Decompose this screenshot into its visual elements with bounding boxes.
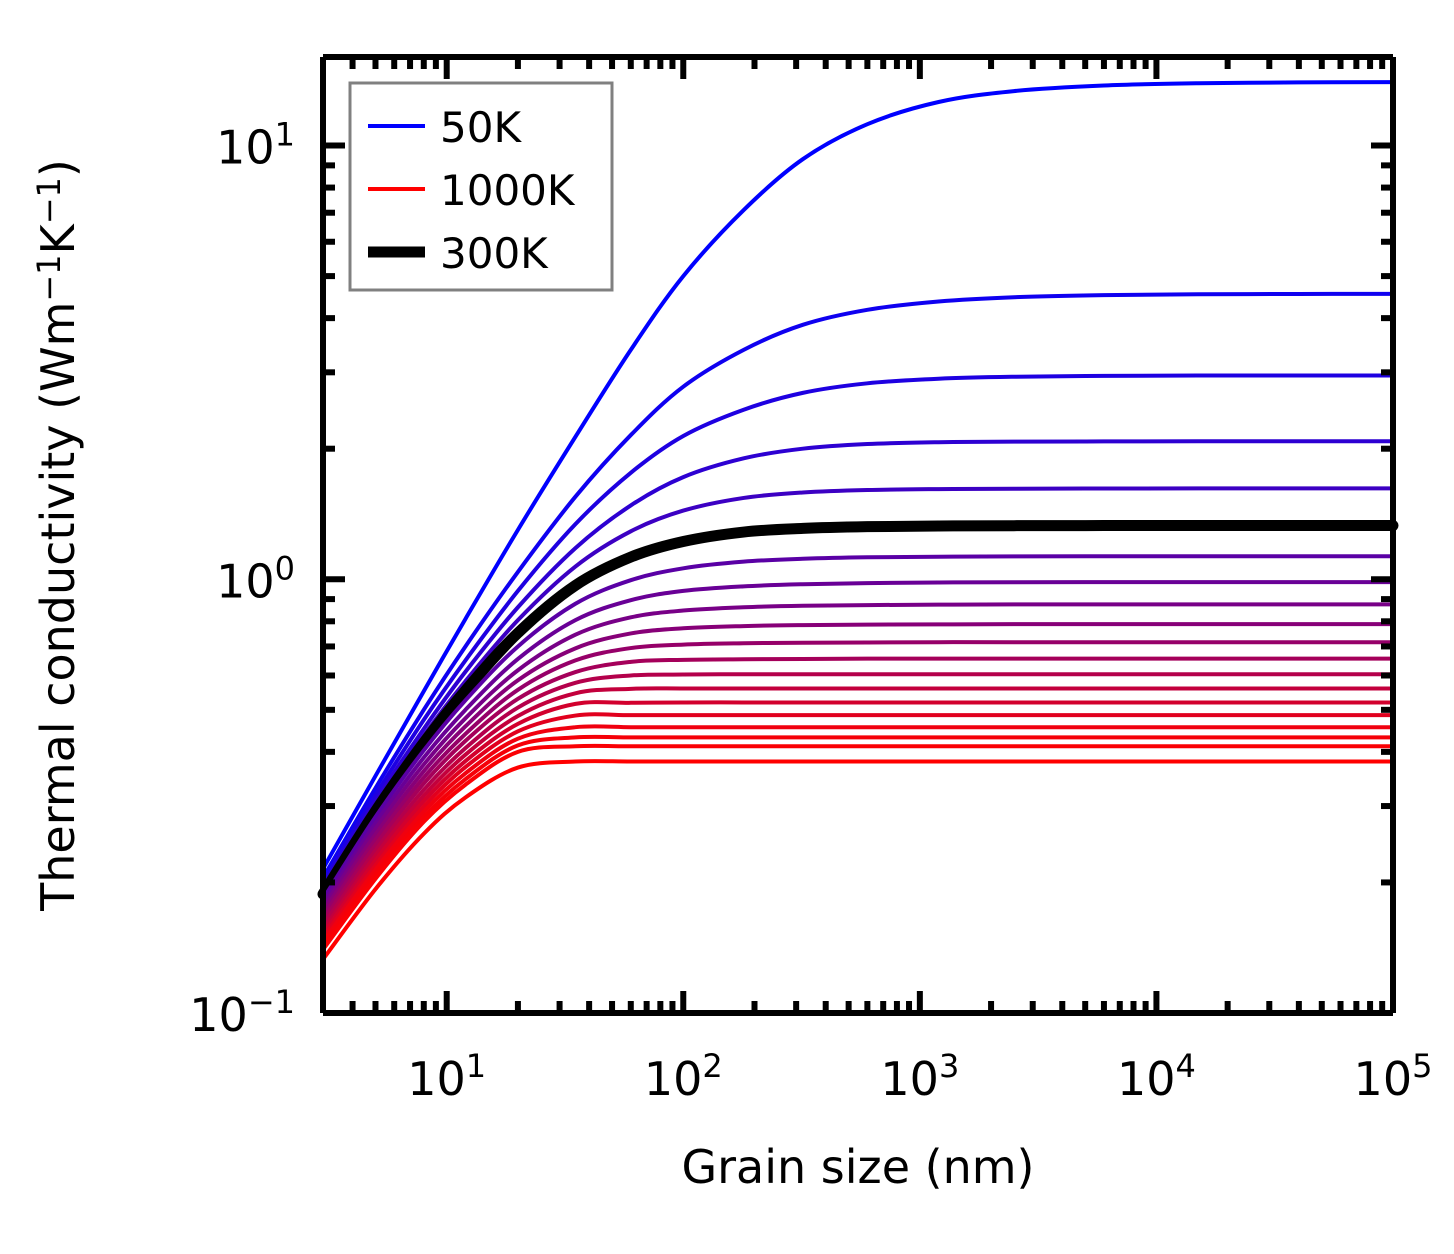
x-axis-tick-labels: 101 102 103 104 105 <box>407 1047 1432 1106</box>
x-tick-label-0-base: 10 <box>407 1052 466 1106</box>
curve-750k <box>321 700 1395 937</box>
x-tick-label-2: 103 <box>880 1047 959 1106</box>
x-axis-label: Grain size (nm) <box>682 1140 1035 1194</box>
y-axis-label-tail: ) <box>31 159 85 177</box>
curve-200k <box>321 439 1395 889</box>
curve-350k <box>321 554 1395 902</box>
y-tick-label-1: 100 <box>216 549 295 608</box>
x-tick-label-1-base: 10 <box>644 1052 703 1106</box>
curve-50k <box>321 80 1395 871</box>
curve-series-group <box>317 80 1399 962</box>
curve-100k <box>321 291 1395 880</box>
x-tick-label-2-base: 10 <box>880 1052 939 1106</box>
x-tick-label-1: 102 <box>644 1047 723 1106</box>
y-axis-ticks <box>323 142 1393 1016</box>
x-tick-label-0: 101 <box>407 1047 486 1106</box>
y-axis-label-mid: K <box>31 222 85 254</box>
y-axis-label: Thermal conductivity (Wm−1K−1) <box>30 159 85 912</box>
curve-150k <box>321 373 1395 885</box>
legend-label-50k: 50K <box>440 103 522 152</box>
curve-400k <box>321 580 1395 906</box>
y-tick-label-0-base: 10 <box>216 121 275 175</box>
x-tick-label-3-base: 10 <box>1117 1052 1176 1106</box>
y-tick-label-2-base: 10 <box>189 988 248 1042</box>
y-tick-label-2-exponent: −1 <box>248 983 295 1021</box>
x-tick-label-3-exponent: 4 <box>1176 1047 1196 1085</box>
y-tick-label-0-exponent: 1 <box>275 116 295 154</box>
x-tick-label-4: 105 <box>1354 1047 1433 1106</box>
x-tick-label-2-exponent: 3 <box>939 1047 959 1085</box>
axes-frame <box>320 54 1396 1016</box>
x-tick-label-0-exponent: 1 <box>466 1047 486 1085</box>
x-tick-label-4-base: 10 <box>1354 1052 1413 1106</box>
y-axis-label-exp2: −1 <box>30 177 68 224</box>
curve-950k <box>321 743 1395 952</box>
curve-1000k <box>321 759 1395 962</box>
legend[interactable]: 50K 1000K 300K <box>348 81 614 292</box>
curve-900k <box>321 734 1395 948</box>
y-axis-label-exp1: −1 <box>30 254 68 301</box>
y-axis-label-main: Thermal conductivity (Wm <box>31 302 85 912</box>
x-tick-label-4-exponent: 5 <box>1412 1047 1432 1085</box>
x-axis-ticks <box>320 57 1396 1013</box>
curve-600k <box>321 656 1395 923</box>
curve-550k <box>321 640 1395 919</box>
legend-label-1000k: 1000K <box>440 166 576 215</box>
y-tick-label-2: 10−1 <box>189 983 295 1042</box>
curve-650k <box>321 672 1395 928</box>
legend-label-300k: 300K <box>440 229 549 278</box>
curve-450k <box>321 602 1395 910</box>
curve-700k <box>321 686 1395 933</box>
curve-500k <box>321 622 1395 914</box>
curve-300k <box>317 520 1399 900</box>
y-tick-label-1-base: 10 <box>216 554 275 608</box>
x-tick-label-1-exponent: 2 <box>702 1047 722 1085</box>
x-tick-label-3: 104 <box>1117 1047 1196 1106</box>
y-tick-label-0: 101 <box>216 116 295 175</box>
curve-800k <box>321 712 1395 940</box>
y-tick-label-1-exponent: 0 <box>275 549 295 587</box>
curve-850k <box>321 724 1395 944</box>
